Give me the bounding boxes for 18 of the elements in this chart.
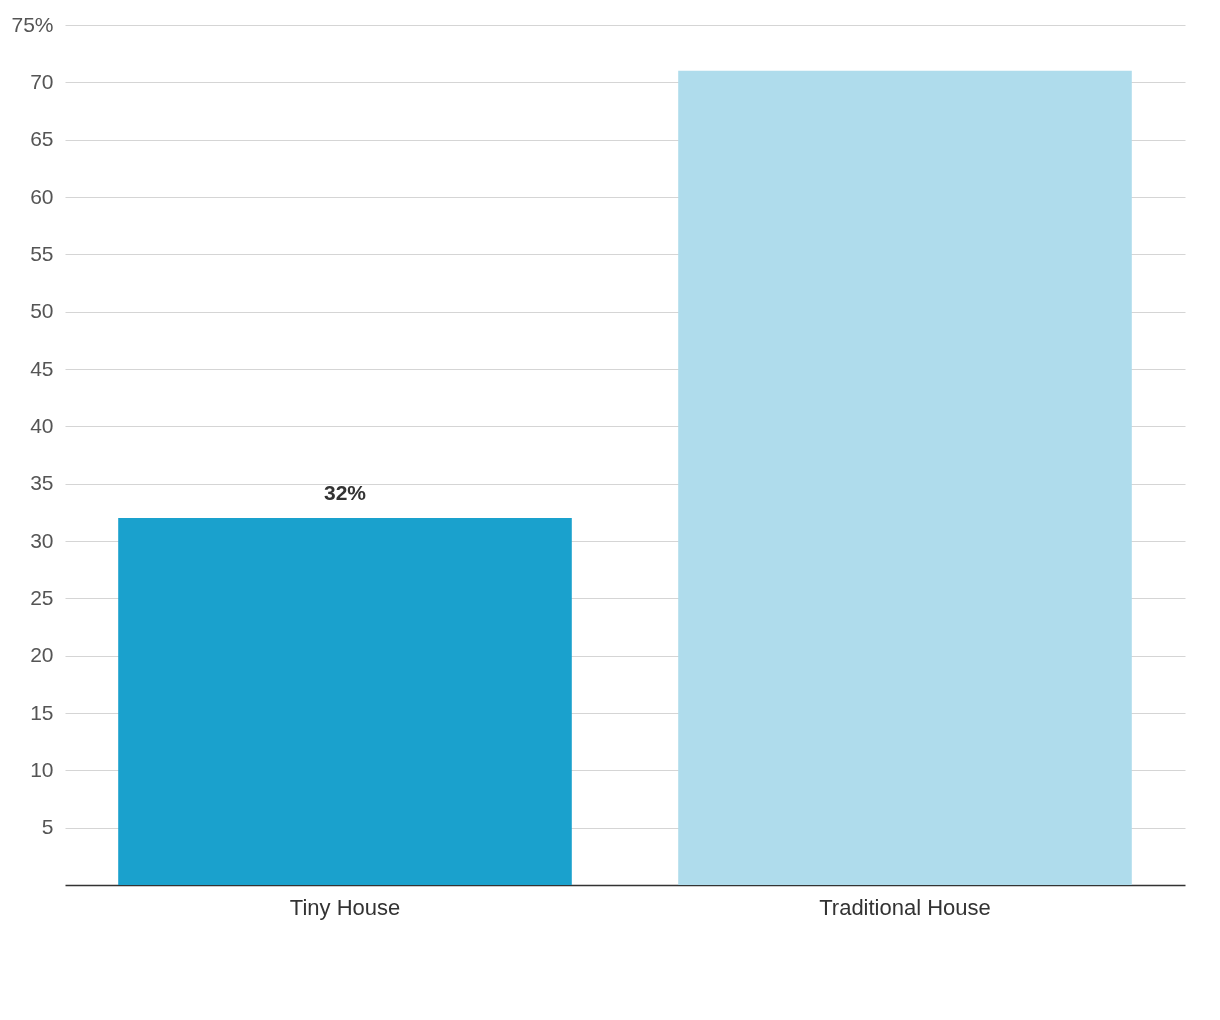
x-tick-label: Traditional House [819, 894, 991, 920]
y-tick-label: 40 [30, 413, 54, 437]
y-tick-label: 60 [30, 184, 54, 208]
y-tick-label: 55 [30, 241, 54, 265]
y-tick-label: 5 [41, 815, 54, 839]
data-label: 32% [323, 481, 367, 505]
y-tick-label: 65 [30, 127, 54, 151]
y-tick-label: 45 [30, 356, 54, 380]
y-tick-label: 25 [30, 585, 54, 609]
y-tick-label: 35 [30, 471, 54, 495]
y-tick-label: 10 [30, 757, 54, 781]
y-tick-label: 75% [11, 12, 54, 36]
y-tick-label: 15 [30, 700, 54, 724]
y-tick-label: 70 [30, 69, 54, 93]
y-tick-label: 30 [30, 528, 54, 552]
y-tick-label: 20 [30, 643, 54, 667]
y-tick-label: 50 [30, 299, 54, 323]
x-tick-label: Tiny House [289, 894, 401, 920]
